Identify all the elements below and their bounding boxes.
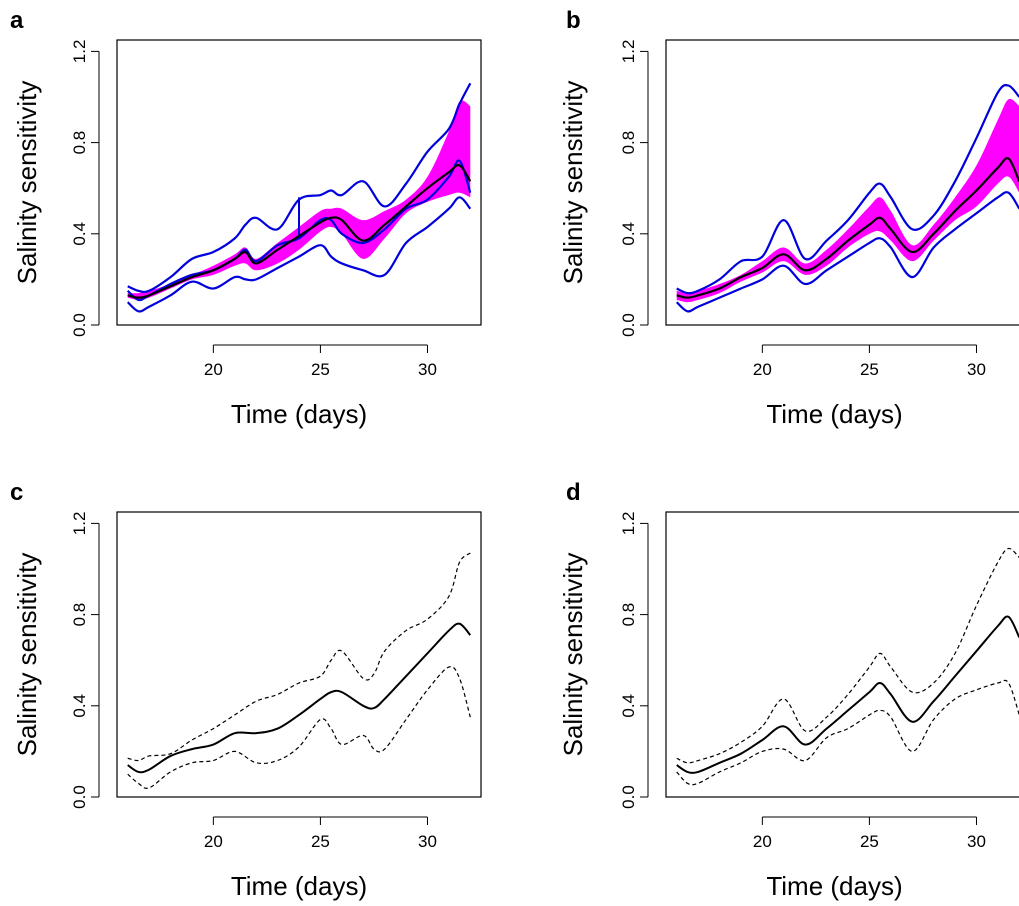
x-axis-title: Time (days) bbox=[766, 871, 902, 901]
x-axis-title: Time (days) bbox=[231, 399, 367, 429]
x-tick-label: 25 bbox=[860, 832, 879, 851]
y-axis-title: Salinity sensitivity bbox=[558, 81, 588, 285]
x-tick-label: 20 bbox=[753, 832, 772, 851]
panel-letter: b bbox=[566, 7, 581, 34]
ci-dashed-line bbox=[676, 547, 1019, 764]
x-tick-label: 30 bbox=[967, 360, 986, 379]
y-axis-title: Salinity sensitivity bbox=[558, 553, 588, 757]
plot-frame bbox=[665, 511, 1019, 798]
y-tick-label: 0.4 bbox=[70, 222, 89, 246]
y-tick-label: 0.8 bbox=[619, 603, 638, 627]
x-tick-label: 25 bbox=[860, 360, 879, 379]
panel-d: 0.0 0.4 0.8 1.2 20 25 30 Time (days) Salinity se… bbox=[558, 479, 1019, 901]
x-tick-label: 30 bbox=[967, 832, 986, 851]
y-tick-label: 0.0 bbox=[70, 785, 89, 809]
plot-area bbox=[676, 547, 1019, 786]
panel-letter: d bbox=[566, 479, 581, 506]
x-tick-label: 25 bbox=[311, 360, 330, 379]
panel-c: 0.0 0.4 0.8 1.2 20 25 30 Time (days) Salinity se… bbox=[10, 479, 482, 901]
plot-area bbox=[675, 84, 1019, 313]
mean-line bbox=[676, 615, 1019, 774]
y-tick-label: 1.2 bbox=[70, 40, 89, 64]
y-tick-label: 0.8 bbox=[70, 603, 89, 627]
x-tick-label: 20 bbox=[753, 360, 772, 379]
bound-line bbox=[126, 196, 472, 313]
x-tick-label: 20 bbox=[204, 360, 223, 379]
bound-line bbox=[675, 191, 1019, 313]
panel-letter: c bbox=[10, 479, 23, 506]
panel-letter: a bbox=[10, 7, 24, 34]
y-tick-label: 1.2 bbox=[70, 512, 89, 536]
x-tick-label: 30 bbox=[418, 832, 437, 851]
panel-a: 0.0 0.4 0.8 1.2 20 25 30 Time (days) Salinity se… bbox=[10, 7, 482, 429]
ci-dashed-line bbox=[676, 679, 1019, 786]
plot-frame bbox=[665, 39, 1019, 326]
y-tick-label: 0.4 bbox=[619, 222, 638, 246]
ci-dashed-line bbox=[127, 666, 471, 789]
plot-area bbox=[126, 82, 472, 313]
plot-area bbox=[127, 552, 472, 789]
y-tick-label: 0.8 bbox=[619, 131, 638, 155]
x-axis-title: Time (days) bbox=[231, 871, 367, 901]
y-tick-label: 0.0 bbox=[619, 785, 638, 809]
mean-line bbox=[676, 156, 1019, 299]
y-tick-label: 0.8 bbox=[70, 131, 89, 155]
y-tick-label: 0.0 bbox=[70, 313, 89, 337]
y-axis-title: Salinity sensitivity bbox=[12, 81, 42, 285]
y-tick-label: 0.0 bbox=[619, 313, 638, 337]
x-tick-label: 20 bbox=[204, 832, 223, 851]
y-tick-label: 0.4 bbox=[70, 694, 89, 718]
mean-line bbox=[127, 164, 472, 299]
x-tick-label: 25 bbox=[311, 832, 330, 851]
bound-line bbox=[676, 84, 1019, 295]
bound-line bbox=[127, 82, 472, 294]
panel-b: 0.0 0.4 0.8 1.2 20 25 30 Time (days) Salinity se… bbox=[558, 7, 1019, 429]
x-axis-title: Time (days) bbox=[766, 399, 902, 429]
y-axis-title: Salinity sensitivity bbox=[12, 553, 42, 757]
x-tick-label: 30 bbox=[418, 360, 437, 379]
y-tick-label: 0.4 bbox=[619, 694, 638, 718]
ci-dashed-line bbox=[127, 552, 471, 762]
y-tick-label: 1.2 bbox=[619, 40, 638, 64]
plot-frame bbox=[116, 511, 482, 798]
plot-frame bbox=[116, 39, 482, 326]
y-tick-label: 1.2 bbox=[619, 512, 638, 536]
mean-line bbox=[127, 622, 472, 774]
